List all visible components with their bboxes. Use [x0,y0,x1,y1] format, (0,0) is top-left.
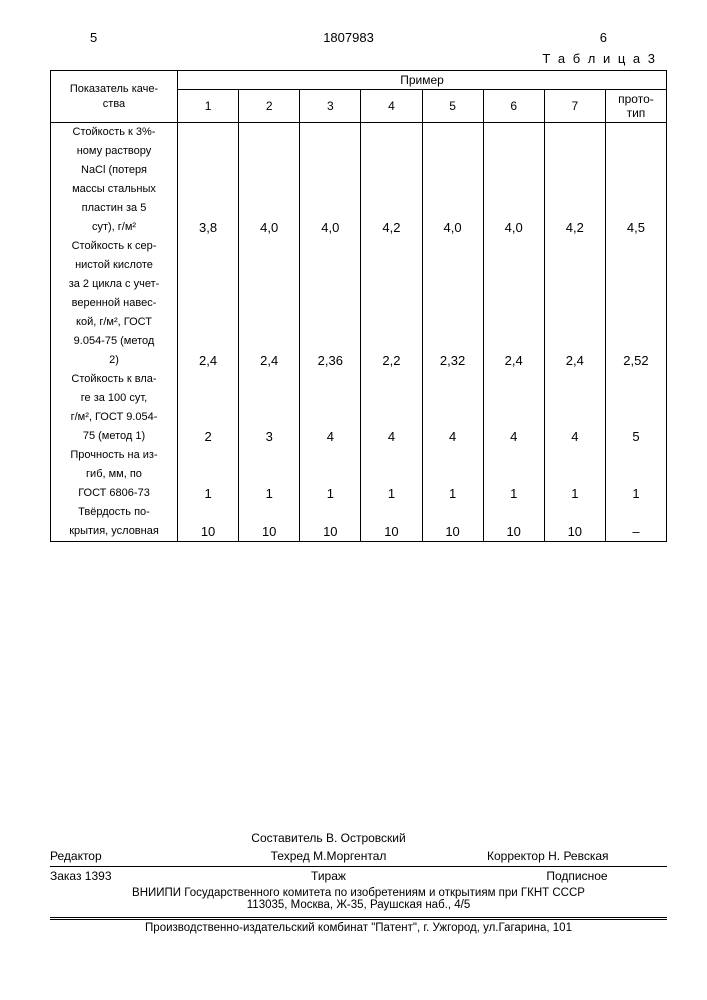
table-cell: 4,2 [544,218,605,237]
table-cell: 10 [300,522,361,542]
table-cell: 10 [239,522,300,542]
table-cell: 1 [361,484,422,503]
table-cell: 10 [544,522,605,542]
col-header-4: 5 [422,90,483,123]
row-label: сут), г/м² [51,218,178,237]
table-cell: 4 [300,427,361,446]
table-caption: Т а б л и ц а 3 [50,51,667,66]
addr: 113035, Москва, Ж-35, Раушская наб., 4/5 [50,899,667,911]
table-cell: 2,2 [361,351,422,370]
table-cell: 4,0 [422,218,483,237]
order: Заказ 1393 [50,869,170,883]
corrector: Корректор Н. Ревская [487,849,667,863]
table-cell: 4 [544,427,605,446]
row-label: Прочность на из- [51,446,178,465]
tech: Техред М.Моргентал [170,849,487,863]
table-cell: 2 [178,427,239,446]
col-header-2: 3 [300,90,361,123]
table-cell: 2,4 [178,351,239,370]
row-label: гиб, мм, по [51,465,178,484]
table-cell: 4,5 [605,218,666,237]
row-label: ге за 100 сут, [51,389,178,408]
table-cell: 4,0 [239,218,300,237]
table-cell: 1 [239,484,300,503]
table-cell: 2,36 [300,351,361,370]
subscribe: Подписное [487,869,667,883]
row-label: массы стальных [51,180,178,199]
editor-label: Редактор [50,849,170,863]
table-cell: 2,4 [239,351,300,370]
compiler: Составитель В. Островский [170,831,487,845]
row-label: крытия, условная [51,522,178,542]
publisher: Производственно-издательский комбинат "П… [50,919,667,940]
row-label: NaCl (потеря [51,161,178,180]
col-header-7: прото-тип [605,90,666,123]
header-right: 6 [600,30,607,45]
table-cell: 1 [483,484,544,503]
table-cell: 2,32 [422,351,483,370]
row-label: ГОСТ 6806-73 [51,484,178,503]
row-label: ному раствору [51,142,178,161]
col-header-5: 6 [483,90,544,123]
org: ВНИИПИ Государственного комитета по изоб… [50,887,667,899]
table-cell: 10 [422,522,483,542]
table-cell: 1 [178,484,239,503]
col-header-3: 4 [361,90,422,123]
table-cell: 2,4 [544,351,605,370]
table-cell: 10 [483,522,544,542]
col-header-6: 7 [544,90,605,123]
table-cell: 4 [483,427,544,446]
row-label: 9.054-75 (метод [51,332,178,351]
table-cell: 2,4 [483,351,544,370]
row-label: веренной навес- [51,294,178,313]
row-label: Стойкость к вла- [51,370,178,389]
table-cell: 2,52 [605,351,666,370]
tirazh: Тираж [170,869,487,883]
table-cell: – [605,522,666,542]
table-cell: 4,0 [300,218,361,237]
row-label: Твёрдость по- [51,503,178,522]
row-label: кой, г/м², ГОСТ [51,313,178,332]
row-label: 75 (метод 1) [51,427,178,446]
super-header: Пример [178,71,667,90]
table-cell: 4 [422,427,483,446]
table-cell: 10 [361,522,422,542]
corner-header: Показатель каче-ства [51,71,178,123]
table-cell: 5 [605,427,666,446]
table-cell: 1 [544,484,605,503]
col-header-1: 2 [239,90,300,123]
row-label: Стойкость к 3%- [51,123,178,143]
row-label: пластин за 5 [51,199,178,218]
table-cell: 4,2 [361,218,422,237]
data-table: Показатель каче-ства Пример 1234567прото… [50,70,667,542]
row-label: г/м², ГОСТ 9.054- [51,408,178,427]
table-cell: 1 [422,484,483,503]
row-label: нистой кислоте [51,256,178,275]
col-header-0: 1 [178,90,239,123]
header-center: 1807983 [323,30,374,45]
page-footer: Составитель В. Островский Редактор Техре… [50,829,667,940]
table-cell: 4,0 [483,218,544,237]
header-left: 5 [90,30,97,45]
row-label: 2) [51,351,178,370]
row-label: за 2 цикла с учет- [51,275,178,294]
table-cell: 10 [178,522,239,542]
table-cell: 1 [300,484,361,503]
table-cell: 4 [361,427,422,446]
table-cell: 1 [605,484,666,503]
page-header: 5 1807983 6 [50,30,667,45]
table-cell: 3,8 [178,218,239,237]
row-label: Стойкость к сер- [51,237,178,256]
table-cell: 3 [239,427,300,446]
